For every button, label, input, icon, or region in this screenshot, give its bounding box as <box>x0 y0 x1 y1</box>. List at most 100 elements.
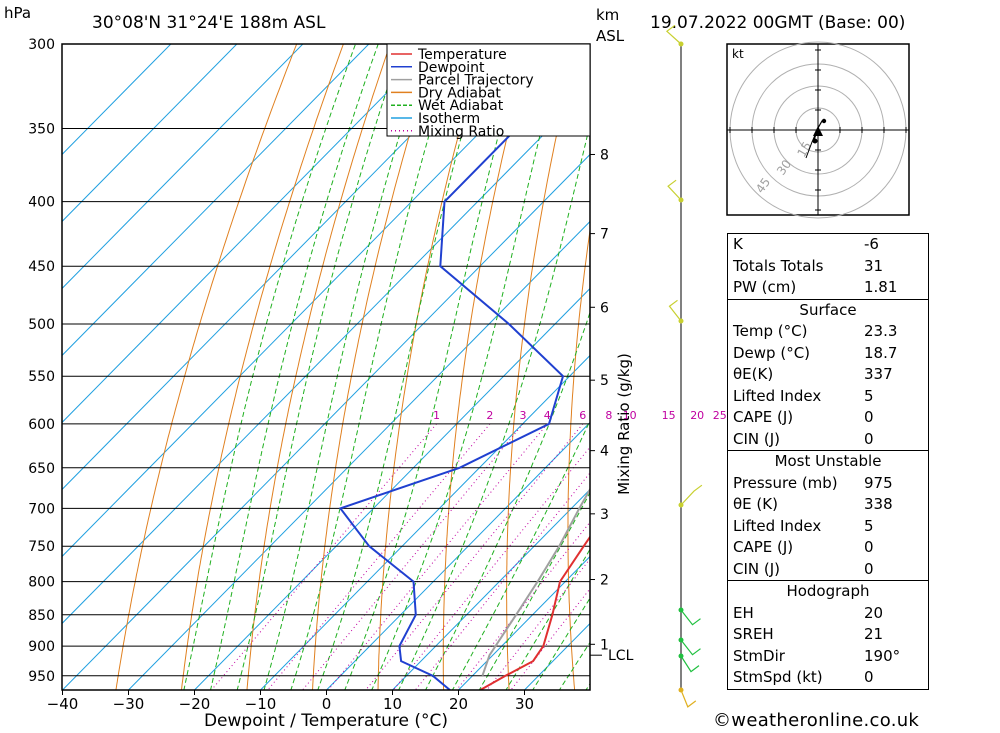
pressure-tick-label: 900 <box>28 639 55 655</box>
hodograph-ring-label: 15 <box>794 139 814 159</box>
height-tick-label: 7 <box>600 227 609 243</box>
legend-label: Mixing Ratio <box>418 124 504 140</box>
x-axis-title: Dewpoint / Temperature (°C) <box>204 711 448 731</box>
dry-adiabat-line <box>567 227 590 690</box>
x-tick-label: −10 <box>245 695 277 713</box>
most-unstable-title: Most Unstable <box>728 450 928 473</box>
isotherm-line <box>62 44 370 357</box>
mixing-ratio-line <box>486 558 590 690</box>
stmspd-value: 0 <box>864 668 874 686</box>
isotherm-line <box>326 421 590 690</box>
surface-thetae-value: 337 <box>864 365 893 383</box>
pressure-tick-label: 450 <box>28 259 55 275</box>
mixing-ratio-line <box>414 472 590 690</box>
surface-dewp-label: Dewp (°C) <box>733 343 811 362</box>
mixing-ratio-label: 1 <box>433 409 440 422</box>
dry-adiabat-line <box>949 44 1000 698</box>
height-tick-label: 4 <box>600 444 609 460</box>
wind-barb <box>668 299 682 322</box>
surface-temp-row: Temp (°C) 23.3 <box>728 321 928 343</box>
x-tick-label: −30 <box>113 695 145 713</box>
dry-adiabat-line <box>627 44 671 698</box>
pressure-tick-label: 850 <box>28 608 55 624</box>
surface-thetae-row: θE(K) 337 <box>728 364 928 386</box>
stmdir-row: StmDir 190° <box>728 646 928 668</box>
k-index-label: K <box>733 235 743 253</box>
pw-row: PW (cm) 1.81 <box>728 277 928 299</box>
hodograph-point <box>821 118 827 124</box>
dewpoint-profile <box>338 46 590 690</box>
mu-cin-value: 0 <box>864 559 874 578</box>
legend-label: Dewpoint <box>418 60 485 76</box>
dry-adiabat-line <box>377 44 485 690</box>
wet-adiabat-line <box>263 44 429 690</box>
mu-li-row: Lifted Index 5 <box>728 516 928 538</box>
isotherm-line <box>62 44 436 424</box>
pw-value: 1.81 <box>864 278 898 296</box>
isotherm-line <box>62 44 172 156</box>
eh-value: 20 <box>864 603 884 622</box>
wind-barb <box>667 179 682 201</box>
pressure-tick-label: 950 <box>28 669 55 685</box>
mu-cin-row: CIN (J) 0 <box>728 559 928 581</box>
height-tick-label: 3 <box>600 507 609 523</box>
isotherm-line <box>62 86 590 625</box>
mixing-ratio-label: 10 <box>623 409 637 422</box>
mixing-ratio-label: 8 <box>605 409 612 422</box>
mixing-ratio-line <box>267 423 491 690</box>
pressure-tick-label: 750 <box>28 539 55 555</box>
mixing-ratio-label: 20 <box>690 409 704 422</box>
height-tick-label: 1 <box>600 637 609 653</box>
isotherm-line <box>194 287 590 690</box>
wind-barb <box>680 639 701 656</box>
stmspd-row: StmSpd (kt) 0 <box>728 667 928 689</box>
k-index-value: -6 <box>864 235 879 253</box>
height-tick-label: 2 <box>600 573 609 589</box>
mixing-ratio-label: 2 <box>486 409 493 422</box>
dry-adiabat-line <box>180 44 344 690</box>
isotherm-line <box>260 354 590 690</box>
pressure-tick-label: 700 <box>28 501 55 517</box>
lcl-label: LCL <box>608 648 634 664</box>
mu-thetae-row: θE (K) 338 <box>728 494 928 516</box>
surface-li-row: Lifted Index 5 <box>728 386 928 408</box>
mu-pressure-row: Pressure (mb) 975 <box>728 473 928 495</box>
storm-motion-marker <box>813 126 823 136</box>
wet-adiabat-line <box>236 44 403 690</box>
eh-label: EH <box>733 603 754 622</box>
wind-barb <box>680 609 701 626</box>
legend-label: Isotherm <box>418 111 480 127</box>
surface-dewp-value: 18.7 <box>864 343 898 362</box>
mixing-ratio-label: 4 <box>544 409 551 422</box>
height-tick-label: 8 <box>600 147 609 163</box>
height-tick-label: 6 <box>600 300 609 316</box>
pw-label: PW (cm) <box>733 278 797 296</box>
totals-label: Totals Totals <box>733 256 824 275</box>
wet-adiabat-line <box>451 419 590 690</box>
location-title: 30°08'N 31°24'E 188m ASL <box>92 13 326 33</box>
mu-cape-label: CAPE (J) <box>733 538 794 556</box>
legend-label: Parcel Trajectory <box>418 73 534 89</box>
wet-adiabat-line <box>209 44 379 690</box>
mixing-ratio-line <box>365 423 584 690</box>
dry-adiabat-line <box>442 44 531 690</box>
mu-pressure-label: Pressure (mb) <box>733 473 838 492</box>
dry-adiabat-line <box>685 44 718 698</box>
pressure-tick-label: 400 <box>28 195 55 211</box>
stmdir-label: StmDir <box>733 646 785 665</box>
mixing-ratio-label: 25 <box>713 409 727 422</box>
hodograph-unit: kt <box>732 47 744 61</box>
wind-barb <box>680 689 697 708</box>
mixing-ratio-axis-title: Mixing Ratio (g/kg) <box>615 353 633 495</box>
pressure-tick-label: 550 <box>28 369 55 385</box>
wind-barb <box>665 24 682 45</box>
hodograph-point <box>812 138 818 144</box>
x-tick-label: 30 <box>515 695 534 713</box>
surface-cin-value: 0 <box>864 429 874 448</box>
totals-row: Totals Totals 31 <box>728 256 928 278</box>
isotherm-line <box>458 555 590 690</box>
wet-adiabat-line <box>344 44 524 690</box>
legend-label: Temperature <box>417 47 507 63</box>
